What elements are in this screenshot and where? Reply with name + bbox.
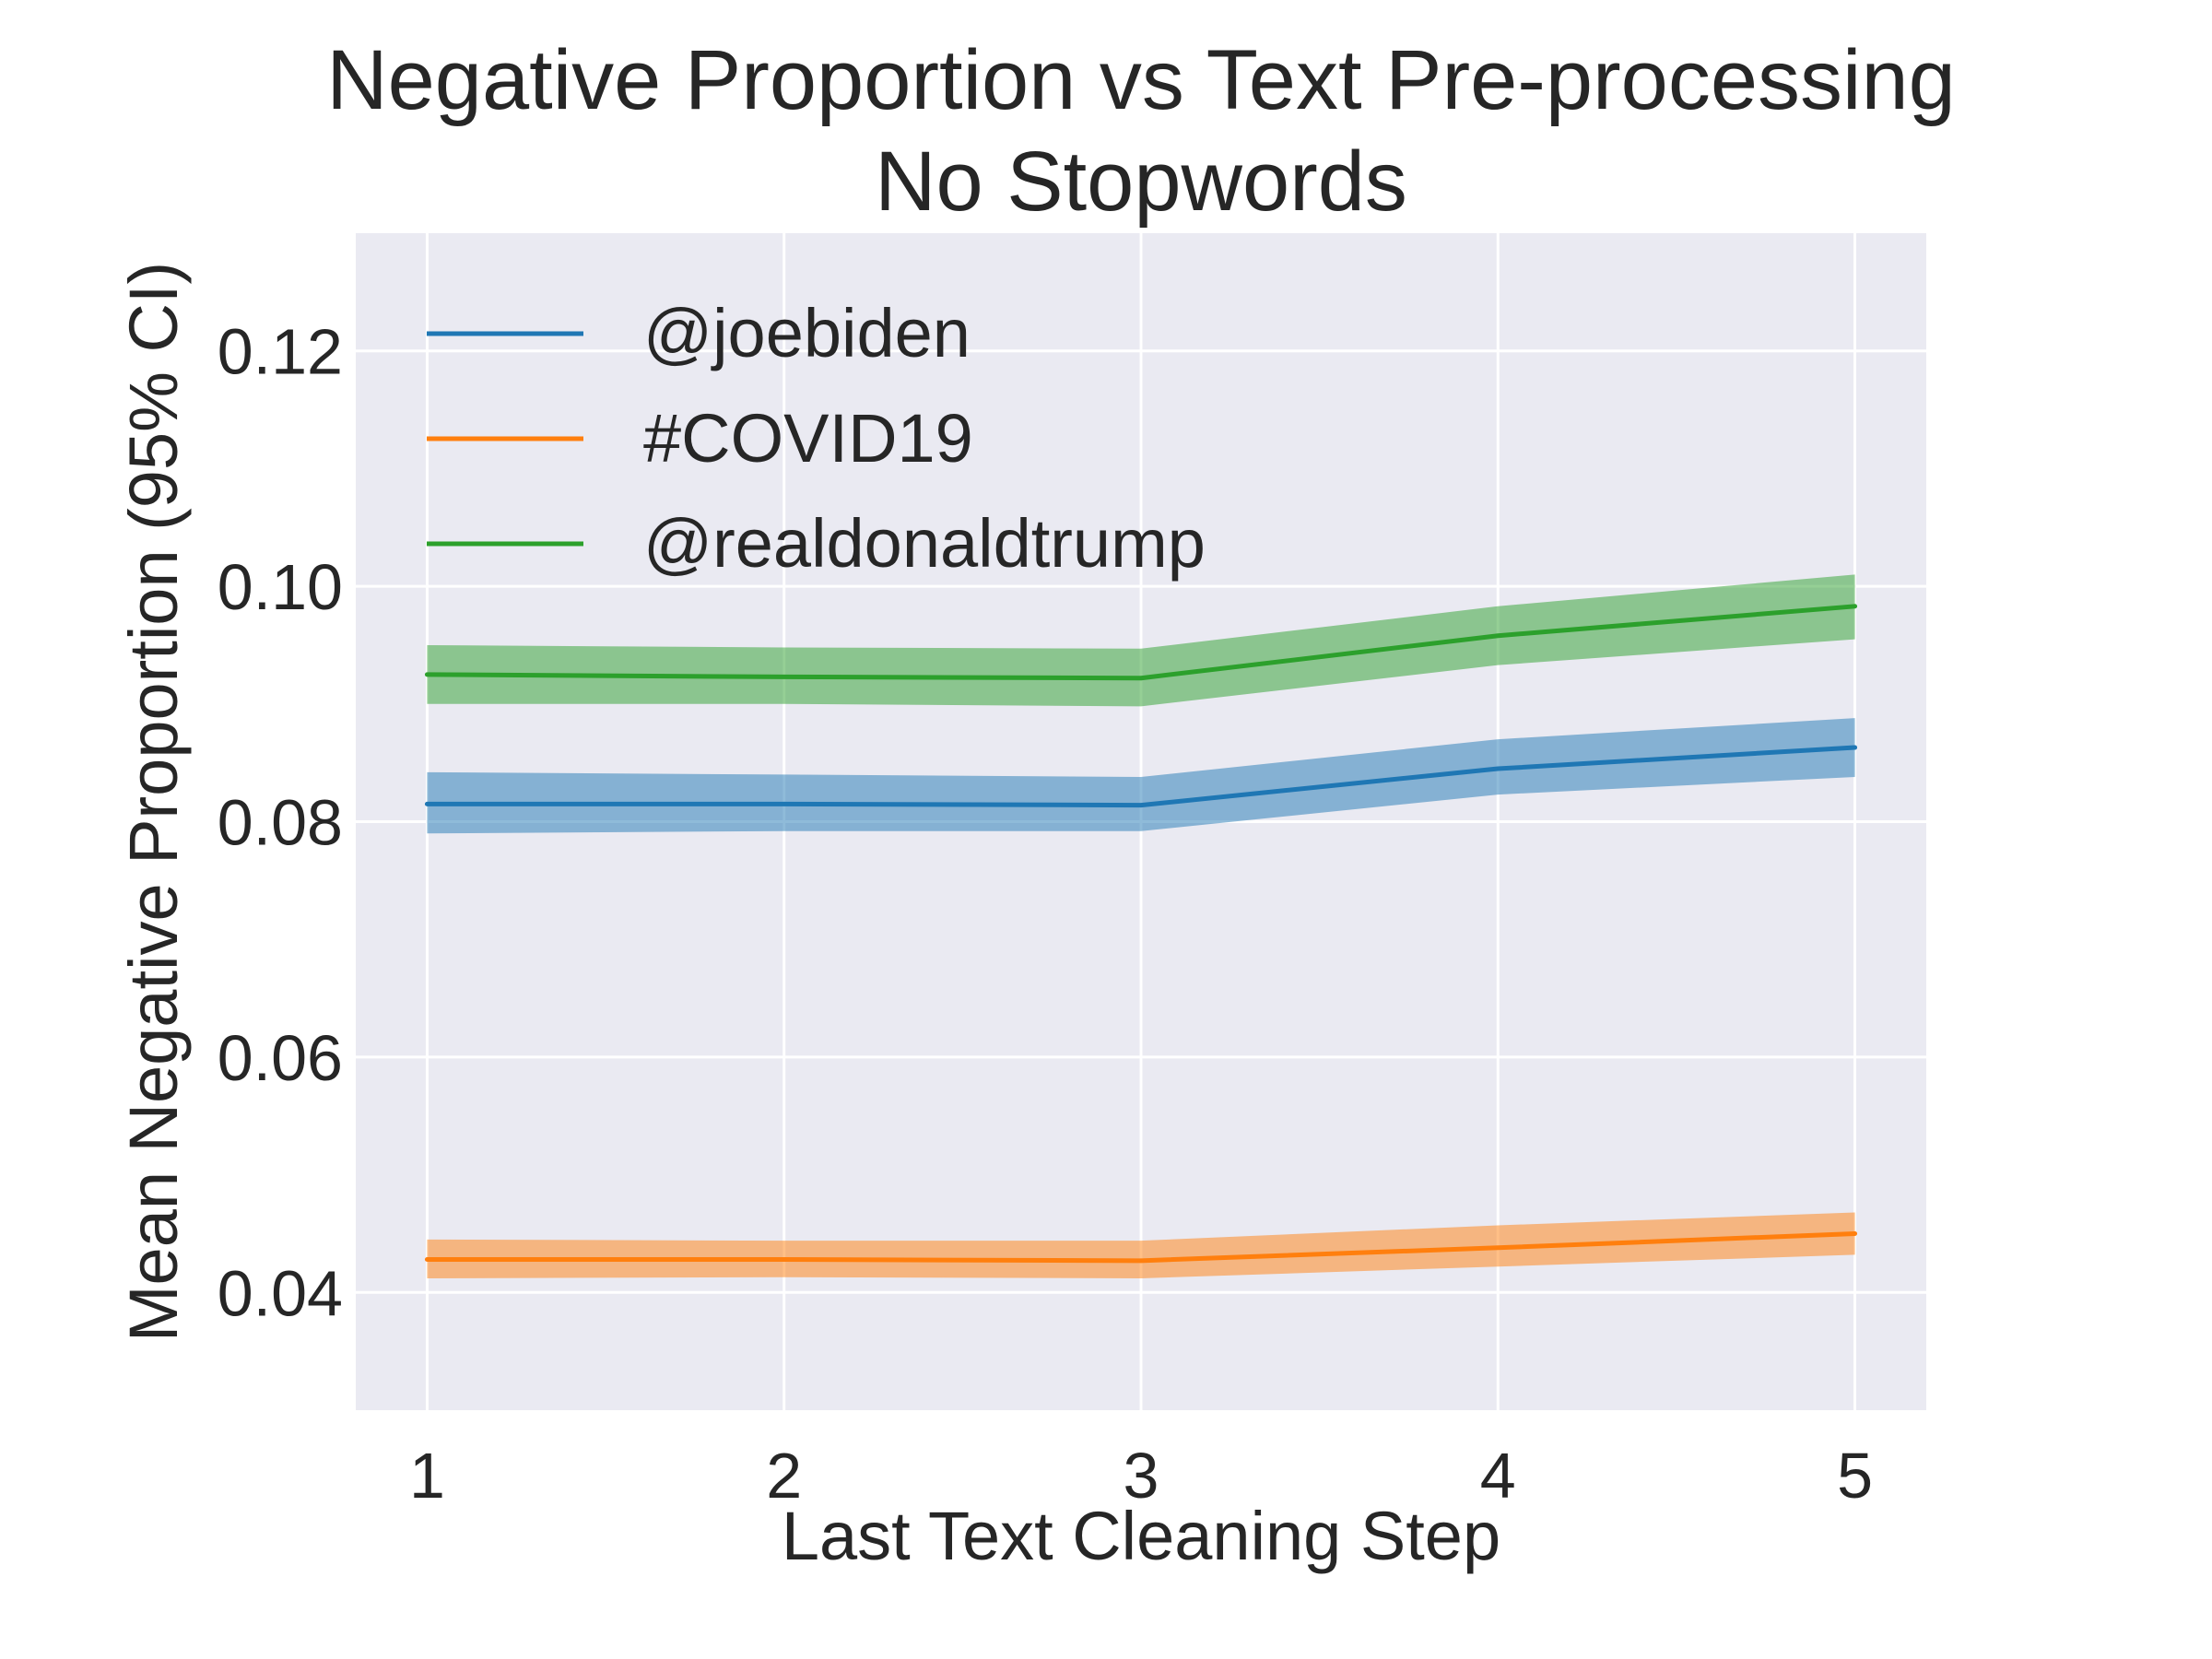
y-tick-label: 0.10 xyxy=(218,551,343,623)
ci-band-series-2 xyxy=(427,574,1855,707)
y-axis-label: Mean Negative Proportion (95% CI) xyxy=(115,262,192,1342)
x-tick-label: 4 xyxy=(1480,1440,1516,1512)
y-tick-label: 0.04 xyxy=(218,1257,343,1329)
chart-title: Negative Proportion vs Text Pre-processi… xyxy=(326,33,1956,127)
series-line-2 xyxy=(424,604,1858,681)
x-axis-label: Last Text Cleaning Step xyxy=(782,1498,1500,1574)
x-tick-label: 3 xyxy=(1124,1440,1159,1512)
x-tick-labels: 1 2 3 4 5 xyxy=(409,1440,1873,1512)
series-line-0 xyxy=(424,745,1858,808)
series-line-1 xyxy=(424,1230,1858,1264)
y-tick-label: 0.08 xyxy=(218,787,343,859)
series-lines xyxy=(424,604,1858,1264)
legend-label-1: #COVID19 xyxy=(643,400,973,477)
legend: @joebiden #COVID19 @realdonaldtrump xyxy=(427,295,1206,582)
legend-label-0: @joebiden xyxy=(643,295,971,371)
y-tick-label: 0.12 xyxy=(218,316,343,388)
y-tick-labels: 0.04 0.06 0.08 0.10 0.12 xyxy=(218,316,343,1330)
y-tick-label: 0.06 xyxy=(218,1022,343,1094)
x-tick-label: 1 xyxy=(409,1440,445,1512)
x-tick-label: 5 xyxy=(1837,1440,1873,1512)
chart-subtitle: No Stopwords xyxy=(875,135,1407,229)
x-tick-label: 2 xyxy=(766,1440,802,1512)
legend-label-2: @realdonaldtrump xyxy=(643,505,1206,582)
ci-band-series-1 xyxy=(427,1212,1855,1278)
